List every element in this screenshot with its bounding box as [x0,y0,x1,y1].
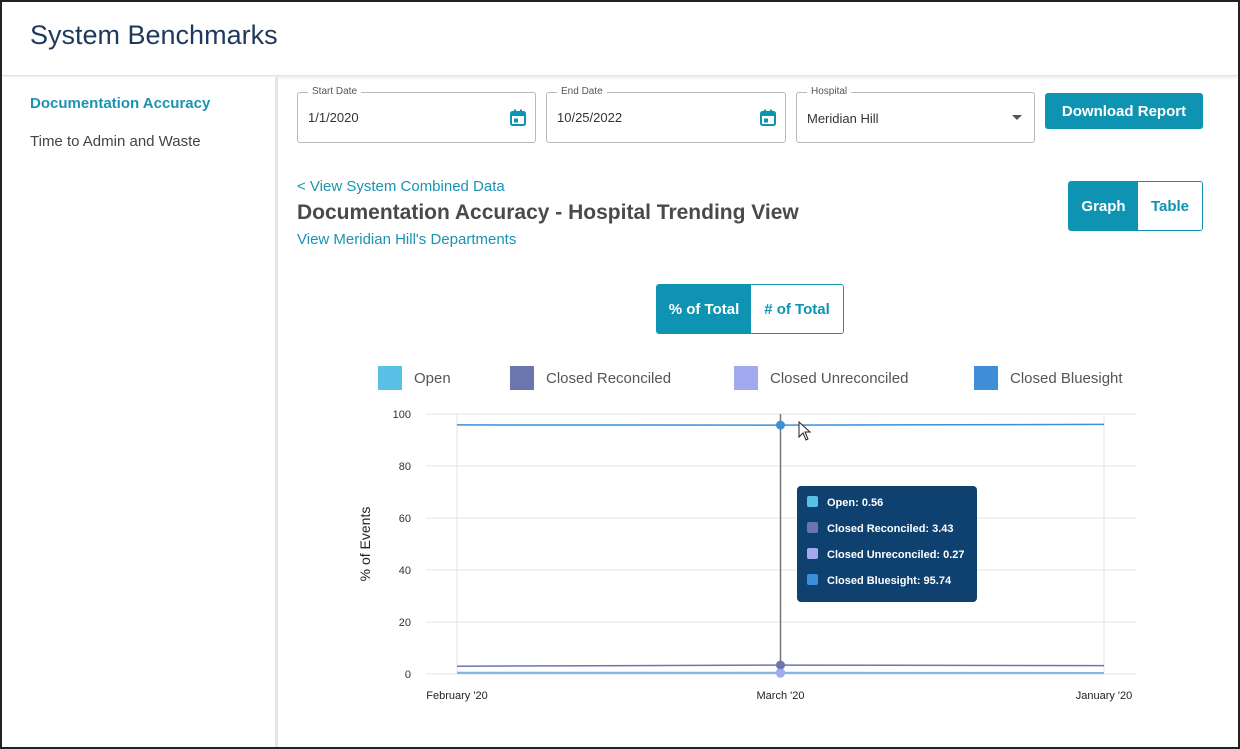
page-title: System Benchmarks [30,20,278,50]
table-toggle-button[interactable]: Table [1138,182,1202,230]
x-tick-label: February '20 [426,690,487,702]
series-line-closed-reconciled [456,664,1105,667]
y-tick-label: 0 [405,669,411,681]
mouse-cursor-icon [798,420,812,441]
end-date-label: End Date [557,86,607,97]
view-system-combined-data-link[interactable]: < View System Combined Data [297,178,505,195]
data-point-closed-bluesight [776,420,785,430]
view-title: Documentation Accuracy - Hospital Trendi… [297,201,799,224]
download-report-button[interactable]: Download Report [1045,93,1203,129]
y-tick-label: 80 [399,461,411,473]
tooltip-item-closed-reconciled: Closed Reconciled: 3.43 [827,523,954,535]
data-point-closed-reconciled [776,660,785,670]
view-toggle: Graph Table [1068,181,1203,231]
start-date-label: Start Date [308,86,362,97]
percent-of-total-button[interactable]: % of Total [657,285,751,333]
legend-label: Closed Unreconciled [770,369,909,387]
app-header: System Benchmarks [2,2,1238,76]
y-tick-label: 60 [399,513,411,525]
legend-swatch [510,366,534,390]
y-axis-label: % of Events [357,507,373,582]
legend-item-closed-unreconciled[interactable]: Closed Unreconciled [734,366,908,390]
start-date-input[interactable] [308,110,488,125]
end-date-field[interactable]: End Date [546,86,786,143]
hospital-value: Meridian Hill [807,111,879,126]
count-of-total-button[interactable]: # of Total [751,285,843,333]
legend-item-closed-bluesight[interactable]: Closed Bluesight [974,366,1123,390]
legend-label: Closed Reconciled [546,369,672,387]
y-tick-label: 20 [399,617,411,629]
chevron-down-icon[interactable] [1012,115,1022,120]
tooltip-swatch [807,548,818,559]
legend-item-open[interactable]: Open [378,366,451,390]
legend-label: Closed Bluesight [1010,369,1123,387]
view-departments-link[interactable]: View Meridian Hill's Departments [297,231,517,248]
y-tick-label: 40 [399,565,411,577]
start-date-field[interactable]: Start Date [297,86,536,143]
hospital-label: Hospital [807,86,852,97]
data-point-closed-unreconciled [776,668,785,678]
sidebar: Documentation Accuracy Time to Admin and… [2,77,278,747]
x-tick-label: January '20 [1076,690,1133,702]
end-date-input[interactable] [557,110,737,125]
calendar-icon[interactable] [760,109,776,126]
tooltip-swatch [807,496,818,507]
tooltip-item-closed-unreconciled: Closed Unreconciled: 0.27 [827,549,965,561]
y-tick-label: 100 [393,409,411,421]
x-tick-label: March '20 [757,690,805,702]
series-line-closed-bluesight [456,423,1105,426]
graph-toggle-button[interactable]: Graph [1069,182,1138,230]
legend-swatch [378,366,402,390]
tooltip-swatch [807,522,818,533]
tooltip-item-closed-bluesight: Closed Bluesight: 95.74 [827,575,952,587]
chart-tooltip [797,486,977,602]
legend-swatch [974,366,998,390]
legend-item-closed-reconciled[interactable]: Closed Reconciled [510,366,671,390]
data-point-open [776,668,785,678]
tooltip-swatch [807,574,818,585]
hospital-select[interactable]: Hospital Meridian Hill [796,86,1035,143]
sidebar-item-documentation-accuracy[interactable]: Documentation Accuracy [30,95,211,112]
calendar-icon[interactable] [510,109,526,126]
sidebar-item-time-to-admin-and-waste[interactable]: Time to Admin and Waste [30,133,201,150]
legend-label: Open [414,369,451,387]
legend-swatch [734,366,758,390]
metric-toggle: % of Total # of Total [656,284,844,334]
tooltip-item-open: Open: 0.56 [827,497,883,509]
